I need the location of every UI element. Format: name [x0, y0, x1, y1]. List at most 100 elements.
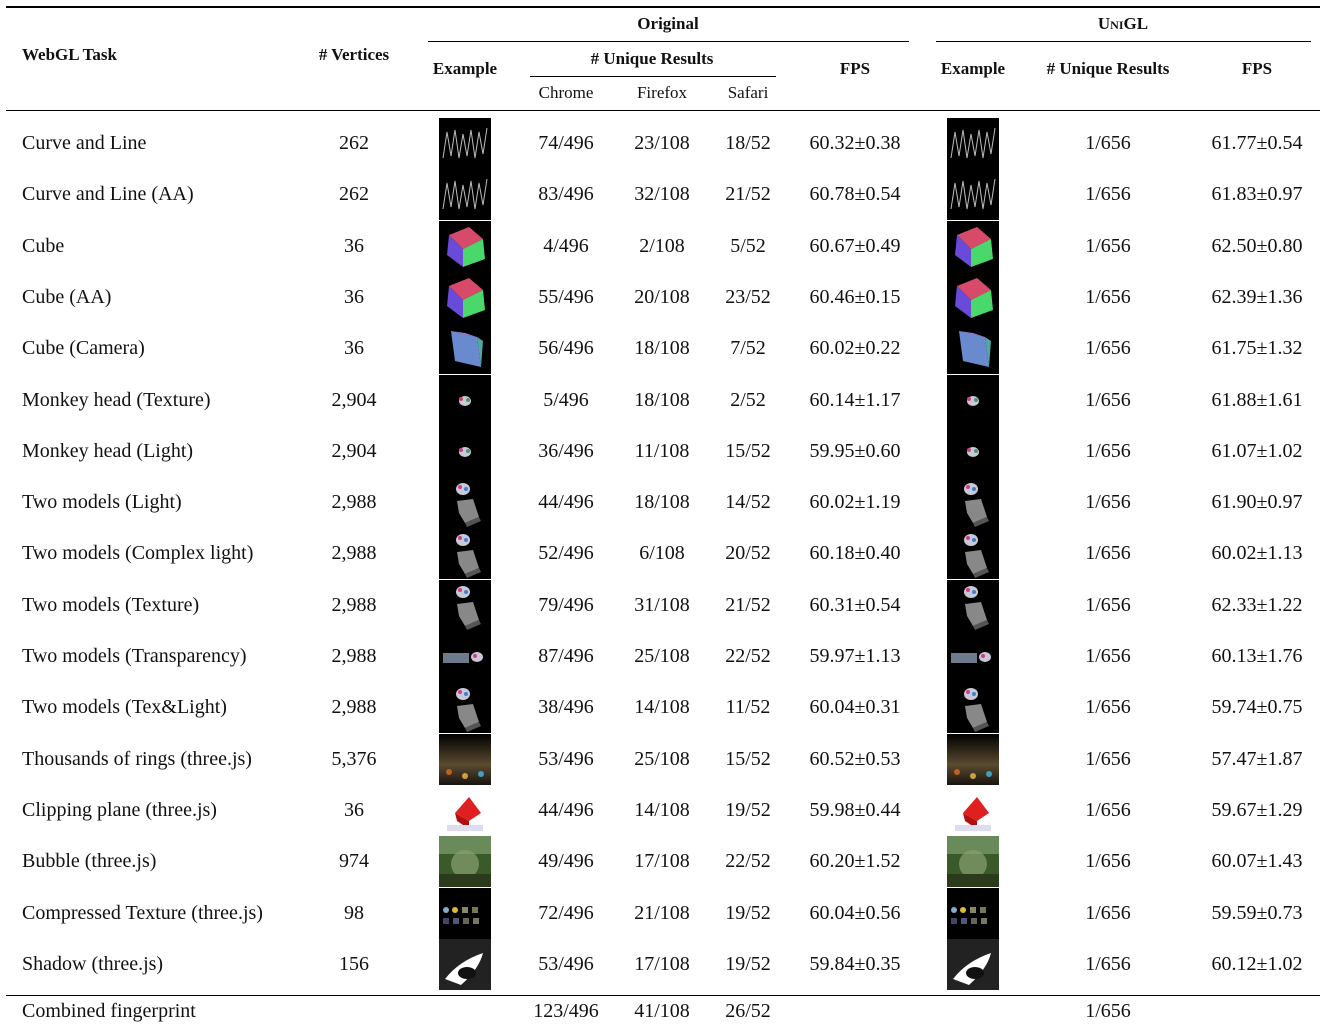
- unigl-example-thumbnail: [947, 528, 999, 580]
- unigl-unique-cell: 1/656: [1085, 132, 1131, 154]
- vertices-cell: 36: [344, 337, 364, 360]
- vertices-cell: 5,376: [331, 747, 377, 770]
- original-example-thumbnail: [439, 271, 491, 323]
- task-cell: Compressed Texture (three.js): [22, 901, 263, 924]
- chrome-cell: 79/496: [538, 593, 594, 616]
- task-cell: Cube: [22, 234, 65, 257]
- vertices-cell: 2,988: [331, 593, 377, 616]
- top-rule: [6, 6, 1320, 8]
- unigl-unique-cell: 1/656: [1085, 234, 1131, 257]
- chrome-cell: 49/496: [538, 850, 594, 873]
- fps-cell: 59.95±0.60: [809, 439, 901, 462]
- vertices-cell: 2,904: [331, 439, 377, 462]
- unigl-example-thumbnail: [947, 784, 999, 836]
- vertices-cell: 974: [339, 850, 369, 873]
- chrome-cell: 44/496: [538, 491, 594, 514]
- safari-cell: 19/52: [725, 901, 771, 924]
- safari-cell: 22/52: [725, 645, 771, 667]
- original-example-thumbnail: [439, 118, 491, 169]
- fps-cell: 60.04±0.56: [809, 901, 901, 924]
- vertices-cell: 2,988: [331, 491, 377, 514]
- vertices-cell: 36: [344, 234, 364, 257]
- original-example-thumbnail: [439, 374, 491, 426]
- original-group-rule: [428, 41, 909, 42]
- task-cell: Monkey head (Texture): [22, 388, 211, 411]
- unigl-example-thumbnail: [947, 425, 999, 477]
- vertices-cell: 98: [344, 901, 364, 924]
- unigl-unique-cell: 1/656: [1085, 337, 1131, 360]
- unigl-fps-cell: 61.90±0.97: [1211, 491, 1303, 514]
- original-example-thumbnail: [439, 733, 491, 785]
- safari-cell: 7/52: [730, 337, 766, 360]
- unigl-fps-cell: 60.02±1.13: [1211, 542, 1303, 565]
- task-cell: Two models (Light): [22, 491, 182, 514]
- task-cell: Thousands of rings (three.js): [22, 747, 252, 770]
- header-fps-original: FPS: [839, 59, 871, 78]
- firefox-cell: 14/108: [634, 798, 690, 821]
- unigl-fps-cell: 62.39±1.36: [1211, 285, 1303, 308]
- combined-unigl-unique: 1/656: [1085, 1000, 1131, 1022]
- fps-cell: 59.84±0.35: [809, 952, 901, 975]
- chrome-cell: 44/496: [538, 798, 594, 821]
- unigl-fps-cell: 62.33±1.22: [1211, 593, 1303, 616]
- header-chrome: Chrome: [538, 83, 594, 102]
- unigl-fps-cell: 59.59±0.73: [1211, 901, 1303, 924]
- unigl-unique-cell: 1/656: [1085, 593, 1131, 616]
- unigl-example-thumbnail: [947, 682, 999, 734]
- original-example-thumbnail: [439, 579, 491, 631]
- task-cell: Curve and Line: [22, 132, 147, 154]
- unigl-fps-cell: 61.07±1.02: [1211, 439, 1303, 462]
- task-cell: Two models (Texture): [22, 593, 200, 616]
- chrome-cell: 87/496: [538, 645, 594, 667]
- vertices-cell: 36: [344, 285, 364, 308]
- firefox-cell: 32/108: [634, 183, 690, 206]
- unigl-example-thumbnail: [947, 579, 999, 631]
- header-example-unigl: Example: [940, 59, 1006, 78]
- unigl-example-thumbnail: [947, 836, 999, 888]
- safari-cell: 21/52: [725, 593, 771, 616]
- safari-cell: 18/52: [725, 132, 771, 154]
- unigl-unique-cell: 1/656: [1085, 850, 1131, 873]
- fps-cell: 60.18±0.40: [809, 542, 901, 565]
- unigl-fps-cell: 61.75±1.32: [1211, 337, 1303, 360]
- chrome-cell: 72/496: [538, 901, 594, 924]
- unigl-unique-cell: 1/656: [1085, 952, 1131, 975]
- original-example-thumbnail: [439, 682, 491, 734]
- safari-cell: 15/52: [725, 747, 771, 770]
- vertices-cell: 2,988: [331, 542, 377, 565]
- firefox-cell: 21/108: [634, 901, 690, 924]
- unigl-unique-cell: 1/656: [1085, 798, 1131, 821]
- header-vertices: # Vertices: [318, 45, 390, 64]
- vertices-cell: 262: [339, 183, 369, 206]
- safari-cell: 5/52: [730, 234, 766, 257]
- unigl-fps-cell: 61.83±0.97: [1211, 183, 1303, 206]
- header-unique-results-original: # Unique Results: [590, 49, 714, 68]
- fps-cell: 59.97±1.13: [809, 645, 901, 667]
- chrome-cell: 36/496: [538, 439, 594, 462]
- safari-cell: 19/52: [725, 798, 771, 821]
- unigl-unique-cell: 1/656: [1085, 645, 1131, 667]
- fps-cell: 60.02±0.22: [809, 337, 901, 360]
- header-firefox: Firefox: [636, 83, 688, 102]
- unigl-example-thumbnail: [947, 477, 999, 529]
- unigl-unique-cell: 1/656: [1085, 491, 1131, 514]
- fps-cell: 60.67±0.49: [809, 234, 901, 257]
- unigl-unique-cell: 1/656: [1085, 901, 1131, 924]
- unigl-fps-cell: 57.47±1.87: [1211, 747, 1303, 770]
- firefox-cell: 31/108: [634, 593, 690, 616]
- unigl-example-thumbnail: [947, 938, 999, 990]
- unigl-example-thumbnail: [947, 271, 999, 323]
- task-cell: Two models (Complex light): [22, 542, 254, 565]
- original-example-thumbnail: [439, 938, 491, 990]
- header-task: WebGL Task: [22, 45, 117, 64]
- vertices-cell: 2,988: [331, 645, 377, 667]
- unigl-example-thumbnail: [947, 631, 999, 682]
- unigl-unique-cell: 1/656: [1085, 285, 1131, 308]
- unigl-fps-cell: 59.67±1.29: [1211, 798, 1303, 821]
- header-unigl: UniGL: [1097, 14, 1149, 33]
- fps-cell: 60.78±0.54: [809, 183, 901, 206]
- unigl-example-thumbnail: [947, 887, 999, 939]
- chrome-cell: 52/496: [538, 542, 594, 565]
- unigl-example-thumbnail: [947, 220, 999, 272]
- original-example-thumbnail: [439, 836, 491, 888]
